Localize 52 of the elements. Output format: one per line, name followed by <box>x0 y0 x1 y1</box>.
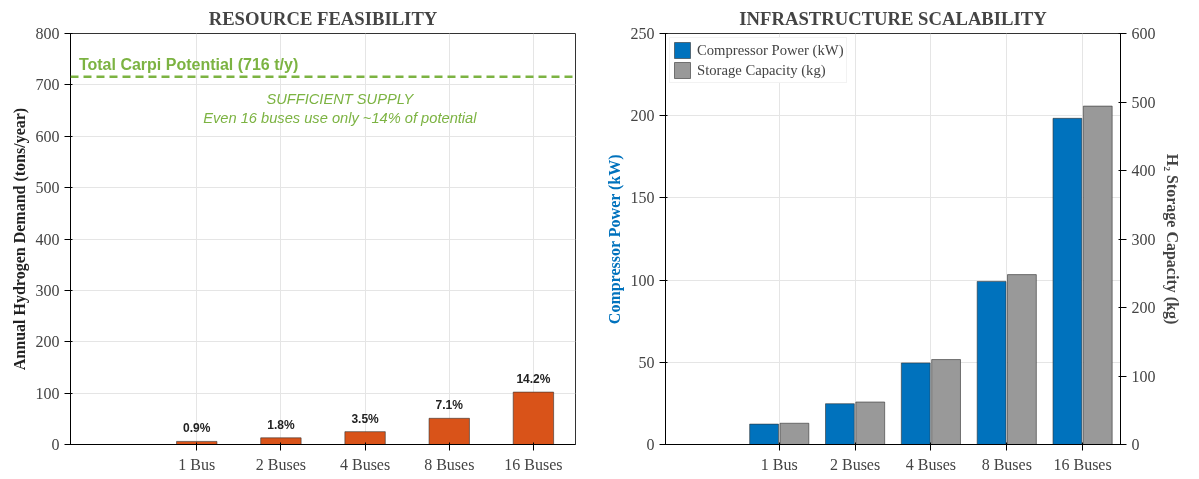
x-tick-label: 4 Buses <box>339 455 391 473</box>
y-tick-label: 100 <box>35 384 60 402</box>
y-tick-label: 700 <box>35 76 60 94</box>
y-tick-label: 100 <box>630 271 655 289</box>
y-axis-title: Annual Hydrogen Demand (tons/year) <box>10 107 29 371</box>
x-tick-label: 4 Buses <box>905 455 957 473</box>
x-tick-label: 16 Buses <box>1053 455 1112 473</box>
y-tick-label: 300 <box>35 281 60 299</box>
annotation: 1.8% <box>267 417 295 432</box>
x-tick-label: 8 Buses <box>424 455 475 473</box>
y2-tick-label: 0 <box>1131 436 1140 453</box>
y-tick-label: 250 <box>630 25 655 42</box>
annotation: Even 16 buses use only ~14% of potential <box>203 109 478 126</box>
chart-title: RESOURCE FEASIBILITY <box>208 7 438 29</box>
y-tick-label: 50 <box>638 353 655 371</box>
x-tick-label: 1 Bus <box>178 455 216 473</box>
y2-tick-label: 600 <box>1131 25 1156 42</box>
bar <box>260 437 302 445</box>
y2-axis-title: H₂ Storage Capacity (kg) <box>1162 153 1181 325</box>
bar <box>512 391 554 445</box>
y-tick-label: 150 <box>630 189 655 207</box>
y-tick-label: 200 <box>630 107 655 125</box>
y-tick-label: 0 <box>51 436 60 453</box>
y-axis-title: Compressor Power (kW) <box>605 154 624 325</box>
bar <box>428 418 470 445</box>
x-tick-label: 1 Bus <box>760 455 798 473</box>
y-tick-label: 600 <box>35 127 60 145</box>
bar <box>344 431 386 445</box>
y2-tick-label: 400 <box>1131 162 1156 179</box>
x-tick-label: 8 Buses <box>981 455 1032 473</box>
y-tick-label: 500 <box>35 179 60 197</box>
annotation: 7.1% <box>435 398 464 413</box>
y2-tick-label: 100 <box>1131 367 1156 385</box>
annotation: 0.9% <box>183 421 211 436</box>
legend-label: Compressor Power (kW) <box>697 41 844 59</box>
y-tick-label: 0 <box>646 436 655 453</box>
annotation: 3.5% <box>351 411 380 426</box>
y2-tick-label: 500 <box>1131 93 1156 111</box>
y2-tick-label: 300 <box>1131 230 1156 248</box>
annotation: SUFFICIENT SUPPLY <box>266 91 415 108</box>
annotation: 14.2% <box>516 372 551 387</box>
y-tick-label: 800 <box>35 25 60 42</box>
y-tick-label: 400 <box>35 230 60 248</box>
ref-line-label: Total Carpi Potential (716 t/y) <box>78 55 299 73</box>
bar <box>176 441 218 445</box>
y2-tick-label: 200 <box>1131 299 1156 316</box>
x-tick-label: 2 Buses <box>829 455 881 473</box>
chart-title: INFRASTRUCTURE SCALABILITY <box>739 7 1048 29</box>
x-tick-label: 2 Buses <box>255 455 307 473</box>
legend-label: Storage Capacity (kg) <box>697 61 826 79</box>
y-tick-label: 200 <box>35 333 60 351</box>
x-tick-label: 16 Buses <box>504 455 563 473</box>
